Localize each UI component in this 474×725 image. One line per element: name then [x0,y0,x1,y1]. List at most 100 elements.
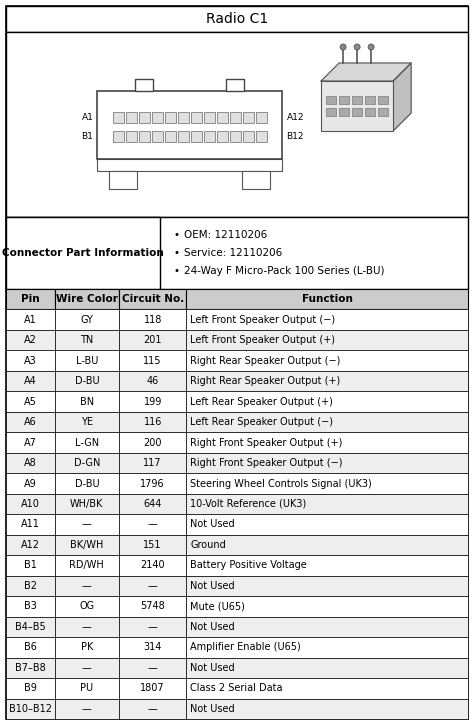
Bar [165,130,176,141]
Text: —: — [82,581,92,591]
Bar [119,576,186,596]
Bar [152,130,163,141]
Text: OG: OG [79,601,94,611]
Text: A10: A10 [21,499,40,509]
Text: •: • [174,230,180,240]
Bar [186,637,468,658]
Bar [119,617,186,637]
Text: L-BU: L-BU [76,356,98,365]
Text: B4–B5: B4–B5 [15,622,46,632]
Text: BK/WH: BK/WH [70,540,103,550]
Bar [55,412,119,432]
Bar [119,432,186,453]
Text: —: — [82,622,92,632]
Bar [55,555,119,576]
Text: A1: A1 [24,315,36,325]
Bar [6,371,55,392]
Text: A11: A11 [21,520,40,529]
Bar [230,112,241,123]
Bar [6,432,55,453]
Bar [186,494,468,514]
Bar [119,289,186,310]
Bar [243,112,254,123]
Bar [6,217,160,289]
Text: B9: B9 [24,683,36,693]
Bar [6,412,55,432]
Bar [186,371,468,392]
Bar [6,310,55,330]
Bar [6,473,55,494]
Text: B7–B8: B7–B8 [15,663,46,673]
Bar [126,112,137,123]
Polygon shape [393,63,411,131]
Text: Left Front Speaker Output (−): Left Front Speaker Output (−) [190,315,335,325]
Bar [352,108,362,116]
Text: B3: B3 [24,601,36,611]
Text: Class 2 Serial Data: Class 2 Serial Data [190,683,283,693]
Text: A7: A7 [24,438,36,447]
Text: Function: Function [301,294,353,304]
Text: Right Rear Speaker Output (−): Right Rear Speaker Output (−) [190,356,340,365]
Text: —: — [82,663,92,673]
Text: Left Rear Speaker Output (+): Left Rear Speaker Output (+) [190,397,333,407]
Bar [186,350,468,371]
Bar [6,658,55,678]
Bar [6,555,55,576]
Bar [178,112,189,123]
Text: Radio C1: Radio C1 [206,12,268,26]
Text: B6: B6 [24,642,36,652]
Bar [55,371,119,392]
Bar [6,678,55,698]
Text: D-BU: D-BU [74,478,99,489]
Text: •: • [174,266,180,276]
Bar [55,453,119,473]
Bar [113,112,124,123]
Text: 5748: 5748 [140,601,165,611]
Bar [98,159,283,170]
Bar [55,289,119,310]
Text: Ground: Ground [190,540,226,550]
Text: A1: A1 [82,112,93,122]
Bar [186,617,468,637]
Bar [204,130,215,141]
Bar [113,130,124,141]
Bar [55,473,119,494]
Bar [339,96,349,104]
Bar [119,514,186,535]
Bar [119,658,186,678]
Bar [186,412,468,432]
Bar [136,78,154,91]
Bar [186,678,468,698]
Bar [6,350,55,371]
Bar [243,130,254,141]
Text: A12: A12 [21,540,40,550]
Bar [256,112,267,123]
Text: WH/BK: WH/BK [70,499,103,509]
Bar [55,576,119,596]
Bar [119,473,186,494]
Bar [55,350,119,371]
Text: —: — [148,520,157,529]
Text: PK: PK [81,642,93,652]
Bar [55,432,119,453]
Bar [186,453,468,473]
Bar [119,494,186,514]
Bar [139,130,150,141]
Bar [217,112,228,123]
Text: Circuit No.: Circuit No. [121,294,184,304]
Bar [186,658,468,678]
Bar [6,330,55,350]
Text: Right Front Speaker Output (−): Right Front Speaker Output (−) [190,458,343,468]
Text: —: — [148,581,157,591]
Bar [6,617,55,637]
Text: 1796: 1796 [140,478,165,489]
Bar [119,535,186,555]
Text: Mute (U65): Mute (U65) [190,601,245,611]
Bar [6,576,55,596]
Bar [119,596,186,617]
Text: 117: 117 [144,458,162,468]
Text: Steering Wheel Controls Signal (UK3): Steering Wheel Controls Signal (UK3) [190,478,372,489]
Bar [186,310,468,330]
Text: Left Front Speaker Output (+): Left Front Speaker Output (+) [190,335,335,345]
Text: —: — [148,663,157,673]
